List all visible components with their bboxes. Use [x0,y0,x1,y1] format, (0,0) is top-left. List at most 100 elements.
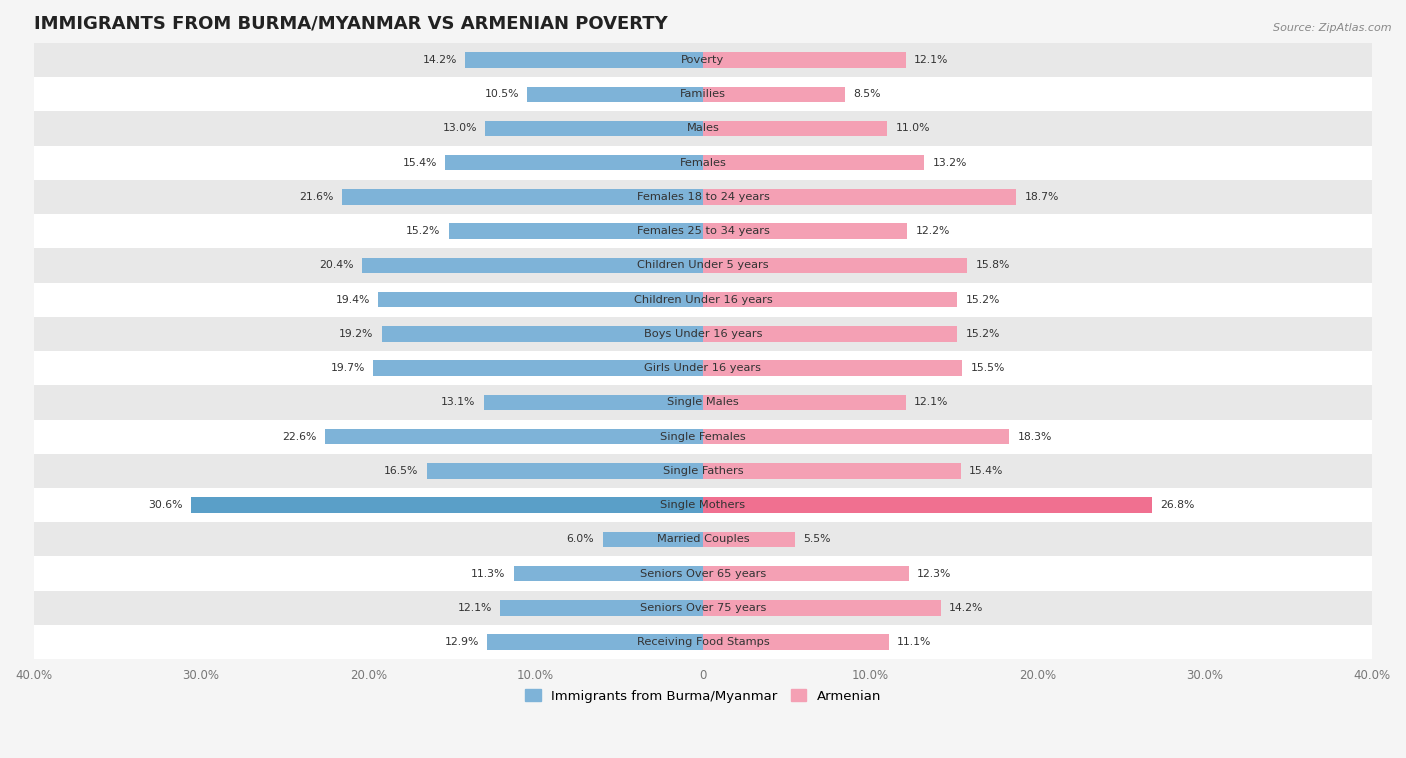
Bar [34,214,1372,249]
Text: 13.2%: 13.2% [932,158,967,168]
Bar [703,326,957,342]
Text: Males: Males [686,124,720,133]
Text: 13.0%: 13.0% [443,124,477,133]
Text: Females 18 to 24 years: Females 18 to 24 years [637,192,769,202]
Bar [486,634,703,650]
Text: 11.3%: 11.3% [471,568,506,578]
Text: 22.6%: 22.6% [283,431,316,442]
Text: 12.1%: 12.1% [914,55,948,65]
Text: 21.6%: 21.6% [298,192,333,202]
Text: 18.3%: 18.3% [1018,431,1052,442]
Text: Single Fathers: Single Fathers [662,466,744,476]
Text: 12.1%: 12.1% [914,397,948,407]
Bar [34,180,1372,214]
Text: 15.4%: 15.4% [969,466,1004,476]
Text: 20.4%: 20.4% [319,261,353,271]
Bar [374,361,703,376]
Text: 12.1%: 12.1% [458,603,492,612]
Bar [703,463,960,478]
Text: Seniors Over 75 years: Seniors Over 75 years [640,603,766,612]
Bar [703,86,845,102]
Text: Single Mothers: Single Mothers [661,500,745,510]
Bar [703,634,889,650]
Bar [34,111,1372,146]
Text: 30.6%: 30.6% [148,500,183,510]
Bar [361,258,703,273]
Bar [34,77,1372,111]
Bar [703,224,907,239]
Text: Females 25 to 34 years: Females 25 to 34 years [637,226,769,236]
Bar [342,190,703,205]
Text: 15.2%: 15.2% [966,329,1000,339]
Text: 15.2%: 15.2% [406,226,440,236]
Text: 14.2%: 14.2% [423,55,457,65]
Text: 15.5%: 15.5% [970,363,1005,373]
Bar [34,419,1372,454]
Text: 8.5%: 8.5% [853,89,882,99]
Bar [34,625,1372,659]
Text: Married Couples: Married Couples [657,534,749,544]
Bar [34,283,1372,317]
Text: 14.2%: 14.2% [949,603,983,612]
Bar [34,556,1372,590]
Bar [703,566,908,581]
Bar [34,590,1372,625]
Bar [485,121,703,136]
Text: 19.4%: 19.4% [336,295,370,305]
Text: 15.4%: 15.4% [402,158,437,168]
Legend: Immigrants from Burma/Myanmar, Armenian: Immigrants from Burma/Myanmar, Armenian [519,684,887,708]
Bar [703,361,963,376]
Text: 18.7%: 18.7% [1025,192,1059,202]
Text: Seniors Over 65 years: Seniors Over 65 years [640,568,766,578]
Bar [703,190,1017,205]
Text: Poverty: Poverty [682,55,724,65]
Bar [427,463,703,478]
Text: 10.5%: 10.5% [485,89,519,99]
Bar [703,395,905,410]
Text: 19.2%: 19.2% [339,329,374,339]
Bar [325,429,703,444]
Text: Single Males: Single Males [666,397,740,407]
Bar [34,385,1372,419]
Bar [34,43,1372,77]
Text: 13.1%: 13.1% [441,397,475,407]
Bar [34,522,1372,556]
Bar [34,317,1372,351]
Bar [484,395,703,410]
Text: Girls Under 16 years: Girls Under 16 years [644,363,762,373]
Bar [703,497,1152,513]
Text: 11.1%: 11.1% [897,637,932,647]
Bar [34,454,1372,488]
Text: 12.3%: 12.3% [917,568,952,578]
Text: Females: Females [679,158,727,168]
Bar [381,326,703,342]
Bar [465,52,703,67]
Bar [34,249,1372,283]
Bar [191,497,703,513]
Bar [703,121,887,136]
Bar [449,224,703,239]
Text: 16.5%: 16.5% [384,466,419,476]
Text: Source: ZipAtlas.com: Source: ZipAtlas.com [1274,23,1392,33]
Text: 6.0%: 6.0% [567,534,595,544]
Bar [501,600,703,615]
Bar [703,258,967,273]
Bar [34,488,1372,522]
Text: Families: Families [681,89,725,99]
Text: 11.0%: 11.0% [896,124,929,133]
Text: 19.7%: 19.7% [330,363,366,373]
Text: 15.2%: 15.2% [966,295,1000,305]
Text: 12.9%: 12.9% [444,637,478,647]
Text: Children Under 16 years: Children Under 16 years [634,295,772,305]
Bar [703,155,924,171]
Bar [603,531,703,547]
Bar [703,429,1010,444]
Bar [703,52,905,67]
Text: 26.8%: 26.8% [1160,500,1194,510]
Text: 5.5%: 5.5% [803,534,831,544]
Text: Single Females: Single Females [661,431,745,442]
Bar [703,600,941,615]
Bar [703,531,794,547]
Bar [34,351,1372,385]
Bar [703,292,957,308]
